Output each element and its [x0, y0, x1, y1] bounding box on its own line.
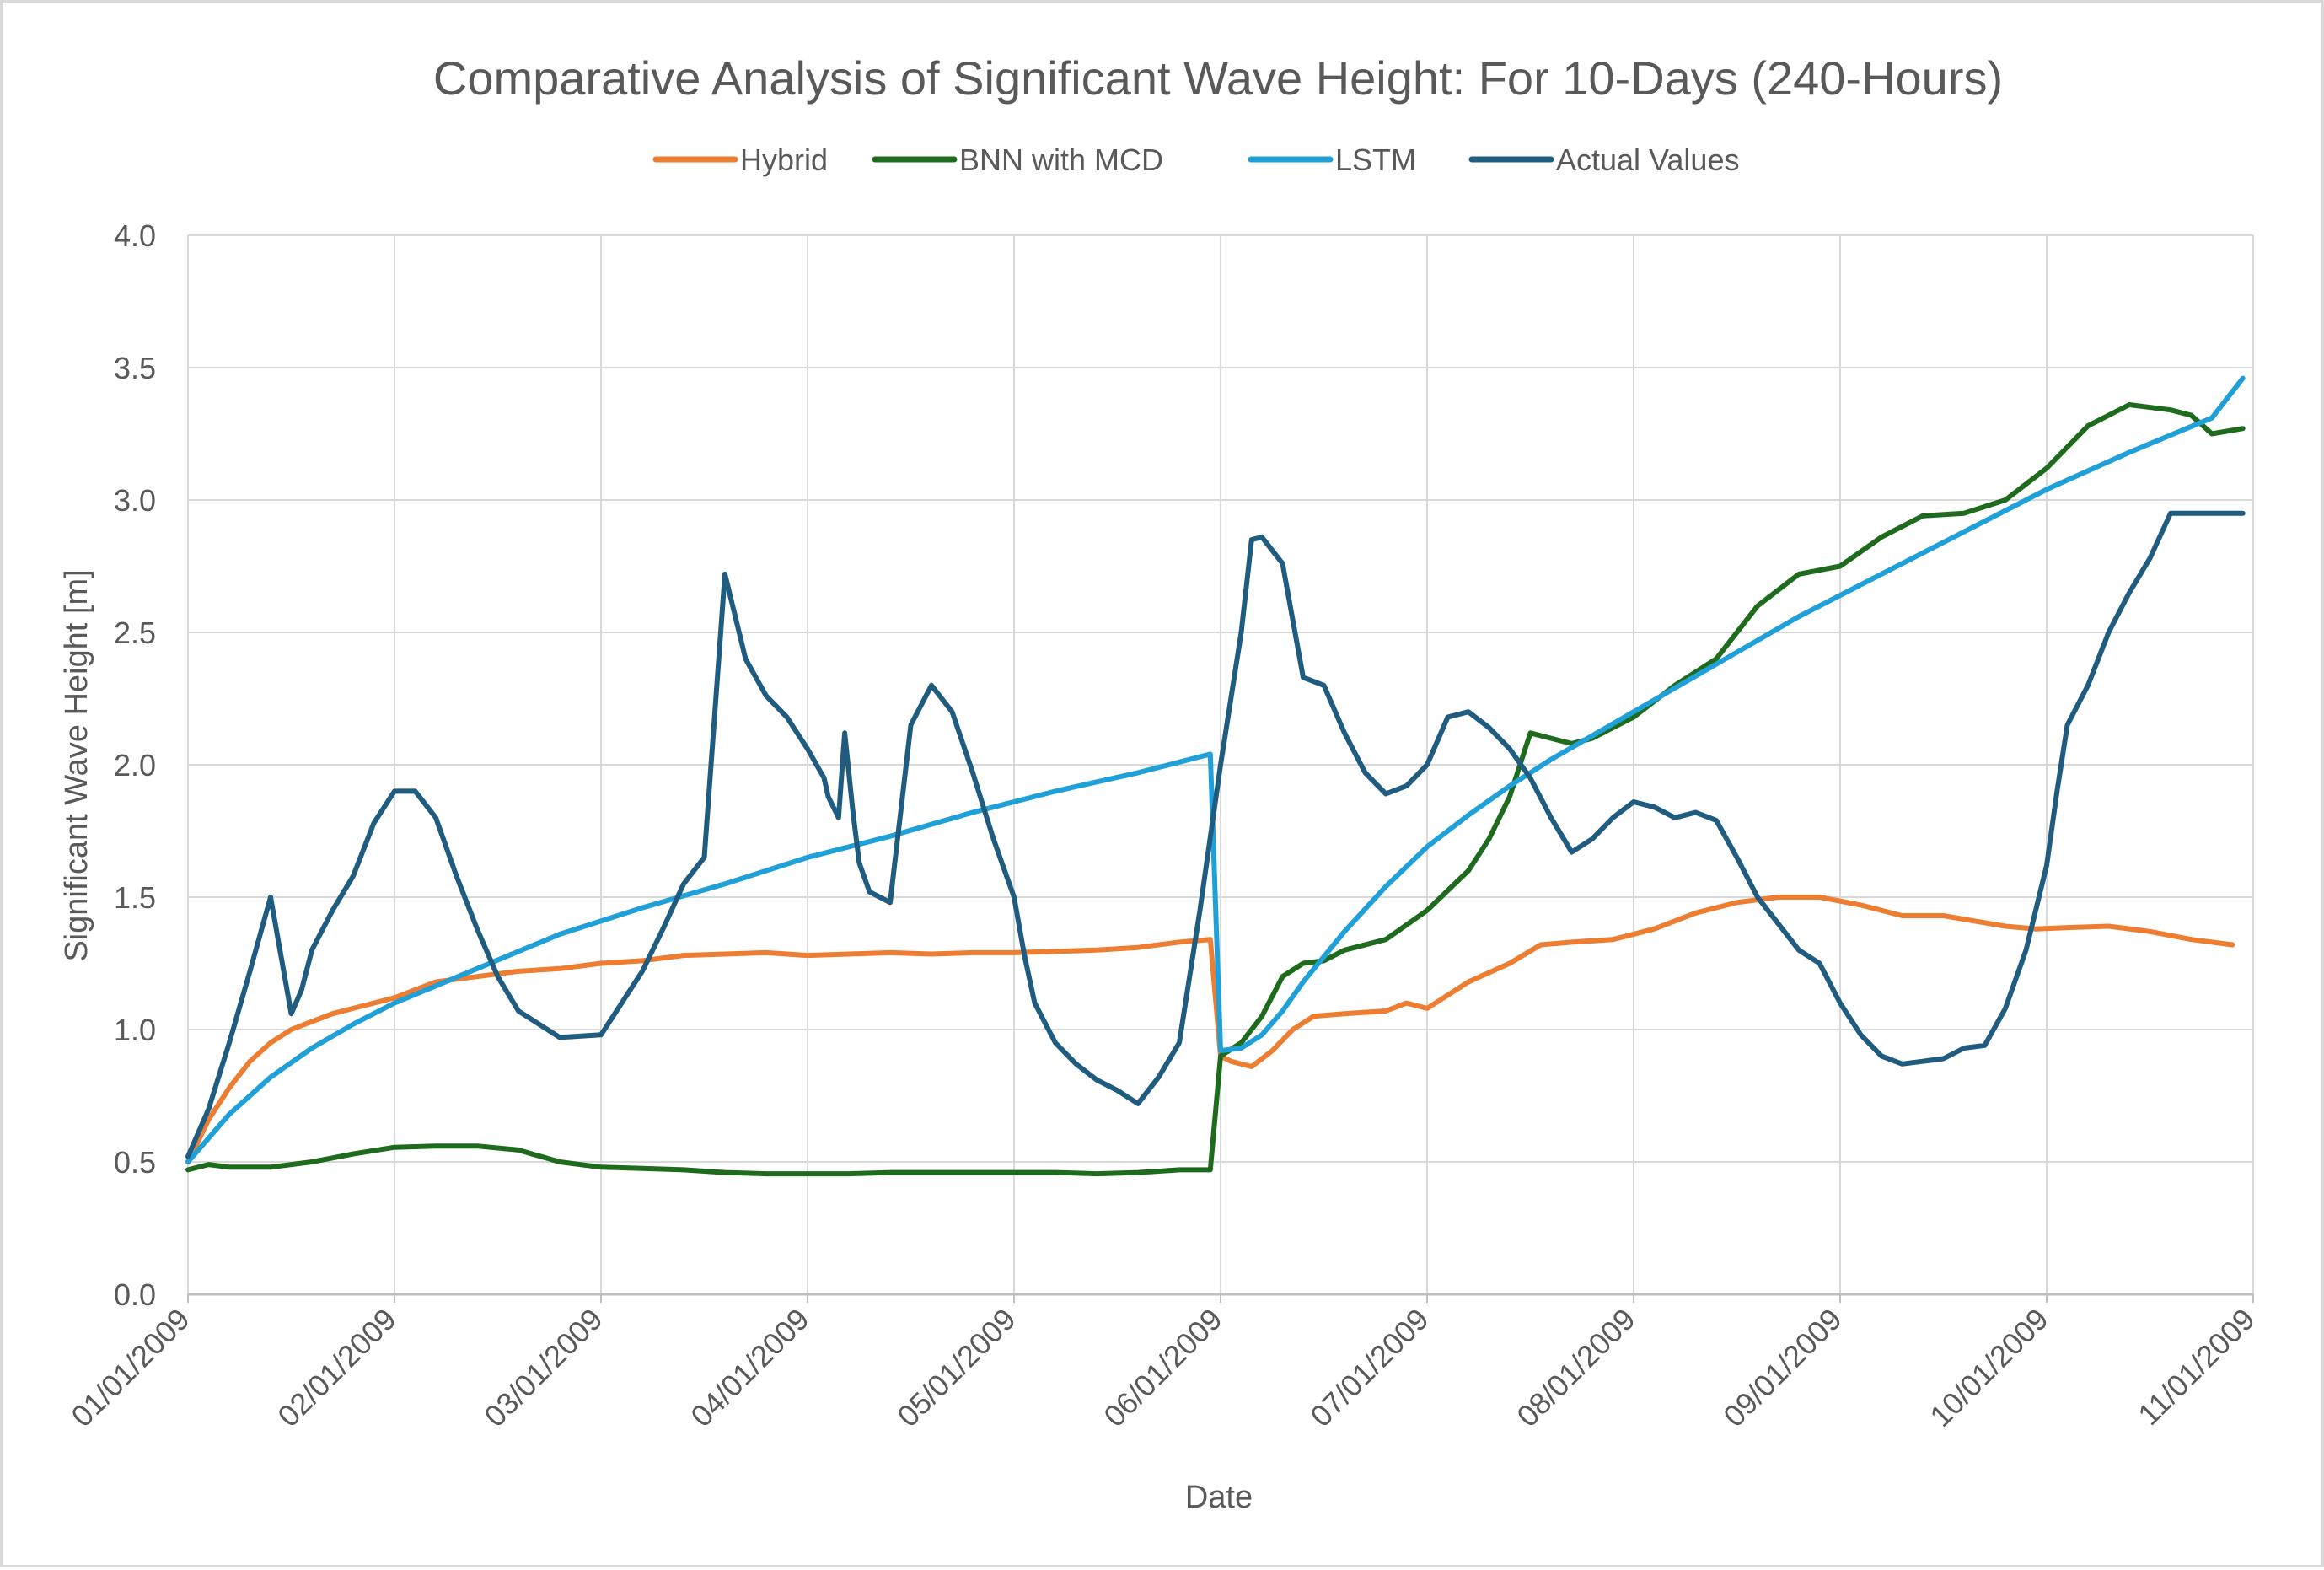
series-line-actual-values — [185, 510, 2246, 1159]
series-line-hybrid — [185, 895, 2235, 1164]
x-tick-label: 09/01/2009 — [1716, 1302, 1848, 1433]
series-line-lstm — [185, 375, 2246, 1164]
x-tick-label: 10/01/2009 — [1923, 1302, 2054, 1433]
x-tick-label: 11/01/2009 — [2131, 1302, 2262, 1433]
x-tick-label: 02/01/2009 — [271, 1302, 402, 1433]
y-tick-label: 0.5 — [114, 1145, 156, 1180]
y-tick-label: 3.0 — [114, 483, 156, 518]
y-tick-label: 3.5 — [114, 351, 156, 385]
y-tick-label: 2.5 — [114, 616, 156, 650]
legend-label-lstm: LSTM — [1335, 142, 1416, 177]
y-tick-label: 4.0 — [114, 218, 156, 253]
x-tick-label: 06/01/2009 — [1097, 1302, 1228, 1433]
x-tick-label: 03/01/2009 — [477, 1302, 609, 1433]
x-axis-title: Date — [1185, 1480, 1253, 1515]
series-line-bnn-with-mcd — [185, 402, 2246, 1177]
x-tick-label: 07/01/2009 — [1303, 1302, 1435, 1433]
y-tick-label: 0.0 — [114, 1277, 156, 1312]
y-axis-ticks: 0.0 0.5 1.0 1.5 2.0 2.5 3.0 3.5 4.0 — [114, 218, 156, 1312]
x-tick-label: 01/01/2009 — [64, 1302, 196, 1433]
x-tick-label: 05/01/2009 — [890, 1302, 1022, 1433]
y-axis-title: Significant Wave Height [m] — [59, 569, 94, 961]
y-tick-label: 2.0 — [114, 748, 156, 782]
x-axis-ticks: 01/01/2009 02/01/2009 03/01/2009 04/01/2009… — [64, 1302, 2261, 1433]
line-chart: Comparative Analysis of Significant Wave… — [59, 51, 2262, 1515]
x-tick-label: 04/01/2009 — [684, 1302, 815, 1433]
plot-series — [185, 375, 2246, 1177]
legend: Hybrid BNN with MCD LSTM Actual Values — [652, 142, 1739, 177]
y-tick-label: 1.0 — [114, 1013, 156, 1047]
y-tick-label: 1.5 — [114, 880, 156, 915]
x-tick-label: 08/01/2009 — [1510, 1302, 1641, 1433]
legend-label-hybrid: Hybrid — [740, 142, 828, 177]
gridlines — [187, 234, 2254, 1303]
chart-title: Comparative Analysis of Significant Wave… — [433, 51, 2003, 105]
legend-label-actual-values: Actual Values — [1556, 142, 1739, 177]
legend-label-bnn-with-mcd: BNN with MCD — [959, 142, 1163, 177]
